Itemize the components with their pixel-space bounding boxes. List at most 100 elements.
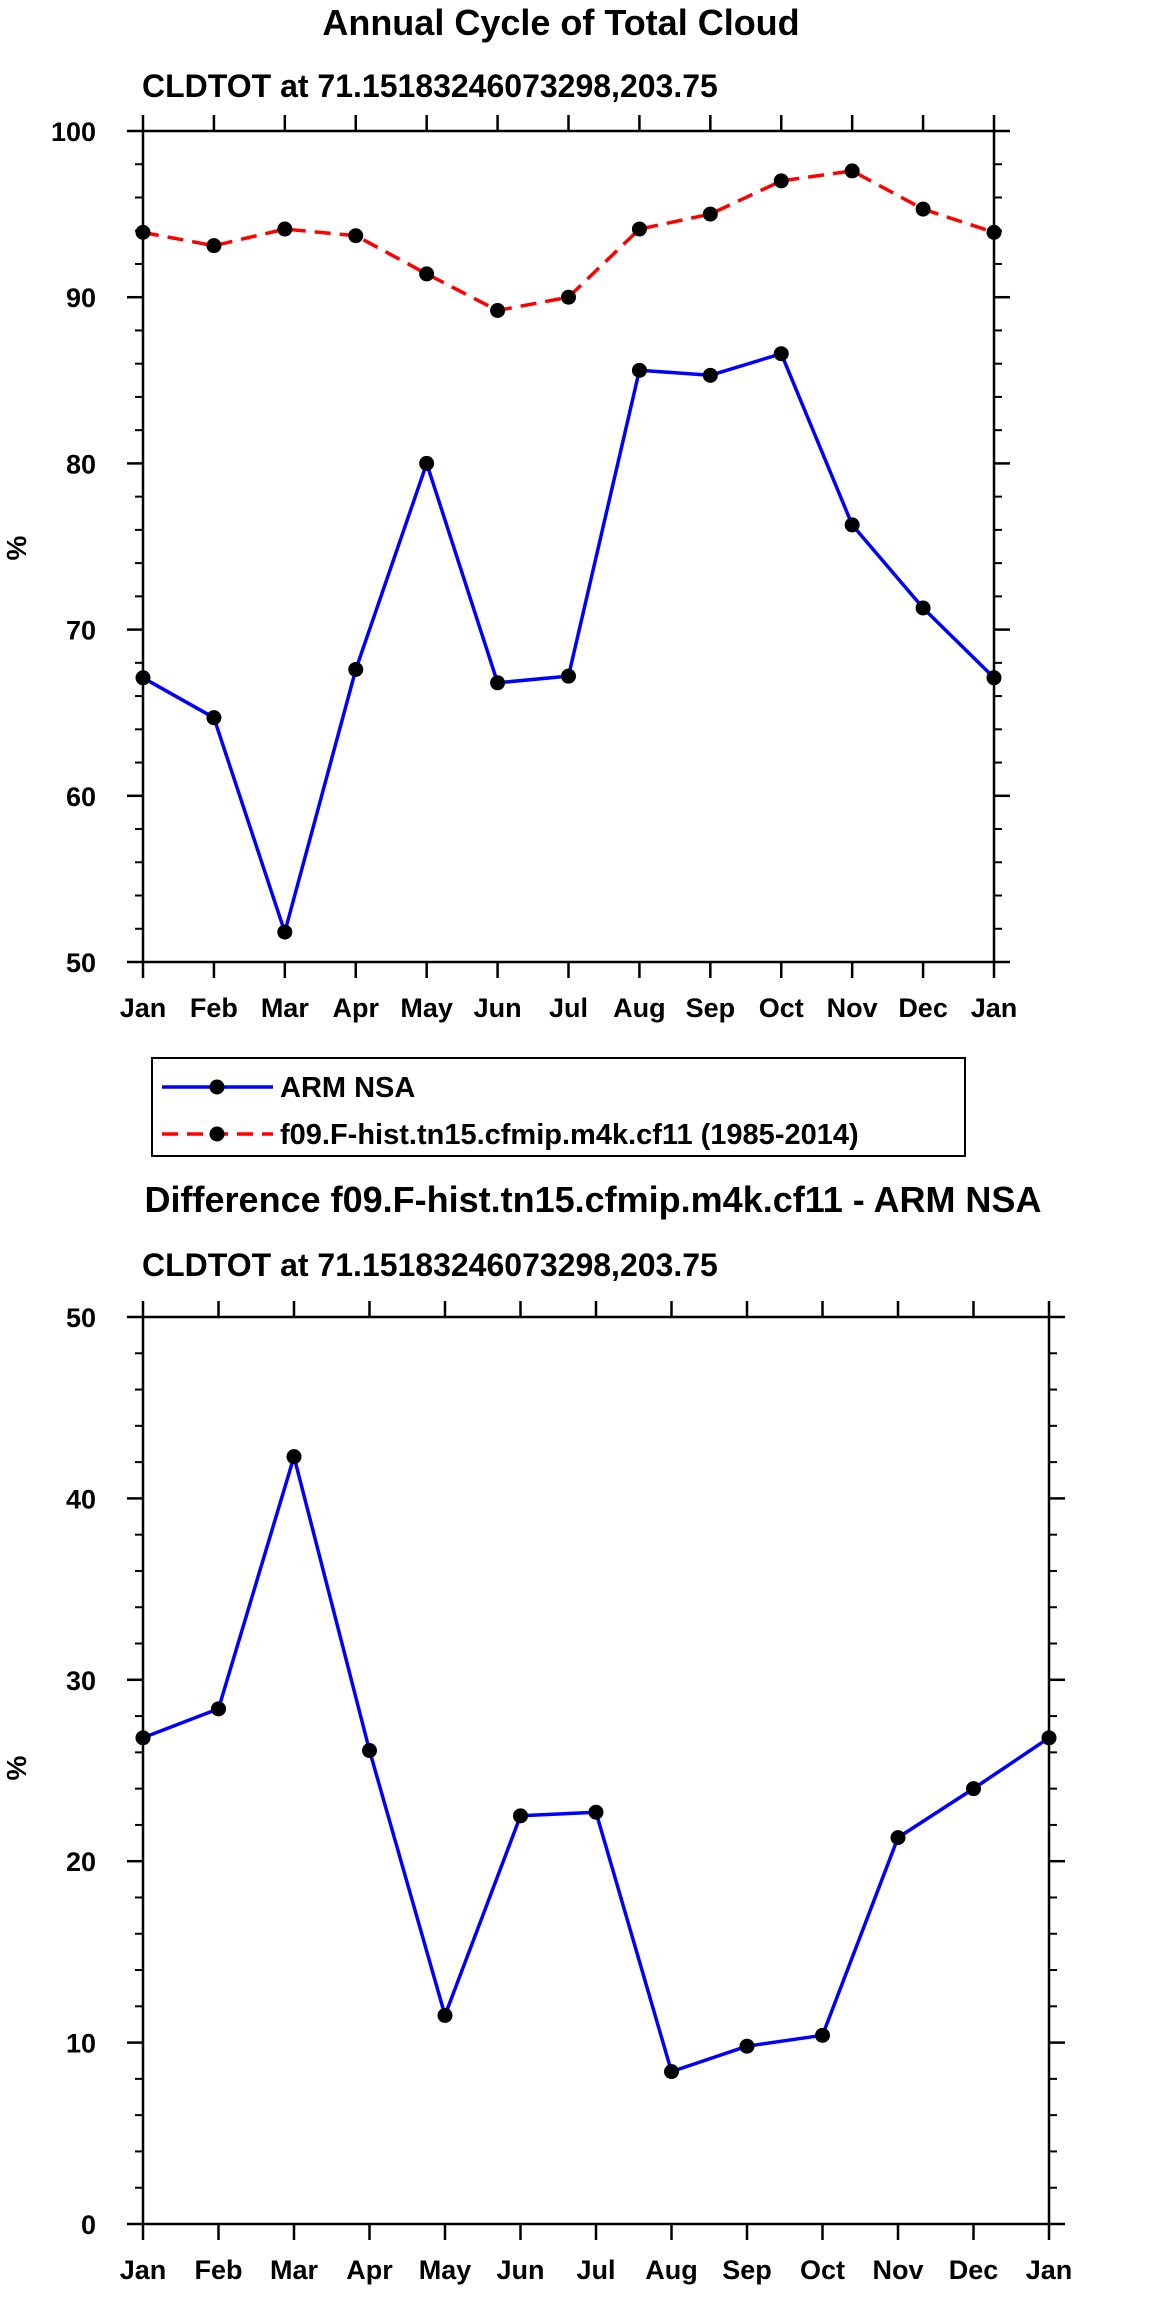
chart1-series-0-point bbox=[135, 670, 151, 686]
chart2-x-tick-label: Oct bbox=[800, 2255, 845, 2285]
chart1-series-1-point bbox=[702, 206, 718, 222]
chart-annual-cycle: Annual Cycle of Total Cloud CLDTOT at 71… bbox=[1, 2, 1017, 1023]
chart1-series-0-point bbox=[986, 670, 1002, 686]
chart1-x-tick-label: Feb bbox=[190, 993, 238, 1023]
chart2-x-tick-label: Jan bbox=[1026, 2255, 1073, 2285]
chart2-x-tick-label: Nov bbox=[872, 2255, 923, 2285]
chart2-y-tick-label: 0 bbox=[81, 2210, 96, 2240]
chart1-x-tick-label: Mar bbox=[261, 993, 310, 1023]
chart2-series-0-point bbox=[286, 1449, 302, 1465]
chart2-subtitle: CLDTOT at 71.15183246073298,203.75 bbox=[142, 1247, 718, 1283]
chart1-series-1-point bbox=[348, 228, 364, 244]
chart2-y-tick-label: 40 bbox=[66, 1484, 96, 1514]
chart2-series-0-point bbox=[815, 2027, 830, 2043]
chart1-series-1-point bbox=[773, 173, 789, 189]
chart2-x-tick-label: Dec bbox=[949, 2255, 999, 2285]
legend: ARM NSA f09.F-hist.tn15.cfmip.m4k.cf11 (… bbox=[151, 1057, 966, 1157]
chart1-series bbox=[135, 163, 1002, 940]
chart1-series-0-point bbox=[206, 710, 222, 726]
chart1-series-0-point bbox=[277, 924, 293, 940]
legend-label-arm-nsa: ARM NSA bbox=[280, 1072, 415, 1104]
chart1-series-1-point bbox=[206, 238, 222, 254]
chart1-y-tick-label: 70 bbox=[66, 616, 96, 646]
chart2-series-0-point bbox=[966, 1781, 981, 1797]
chart1-series-1-point bbox=[986, 224, 1002, 240]
chart2-x-tick-label: Sep bbox=[722, 2255, 772, 2285]
chart-difference: Difference f09.F-hist.tn15.cfmip.m4k.cf1… bbox=[1, 1179, 1072, 2285]
chart2-y-tick-label: 30 bbox=[66, 1666, 96, 1696]
chart1-series-1-point bbox=[419, 266, 435, 282]
chart1-x-tick-label: Apr bbox=[333, 993, 380, 1023]
chart2-x-tick-label: Aug bbox=[645, 2255, 697, 2285]
chart1-x-tick-label: Jan bbox=[120, 993, 167, 1023]
chart1-series-0-point bbox=[490, 675, 506, 691]
chart1-axes: 50 60 70 80 90 100 Jan Feb Mar Apr May Jun Jul Aug Sep… bbox=[51, 115, 1017, 1023]
chart1-y-tick-label: 60 bbox=[66, 782, 96, 812]
chart2-x-tick-label: Jun bbox=[496, 2255, 544, 2285]
chart1-series-0-point bbox=[773, 346, 789, 362]
chart1-series-0-point bbox=[348, 661, 364, 677]
legend-marker-model bbox=[209, 1126, 225, 1142]
chart2-series-0-point bbox=[890, 1830, 906, 1846]
chart1-series-0-point bbox=[419, 455, 435, 471]
chart1-series-0-point bbox=[844, 517, 860, 533]
chart2-series-0-point bbox=[739, 2038, 755, 2054]
chart2-series bbox=[135, 1449, 1057, 2080]
legend-marker-arm-nsa bbox=[209, 1079, 225, 1095]
chart2-y-tick-label: 50 bbox=[66, 1303, 96, 1333]
chart1-y-tick-label: 90 bbox=[66, 283, 96, 313]
chart1-x-tick-label: Jul bbox=[549, 993, 588, 1023]
chart2-y-axis-label: % bbox=[1, 1755, 32, 1780]
chart1-plot-frame bbox=[141, 129, 996, 964]
chart2-series-0-point bbox=[211, 1701, 226, 1717]
chart1-series-1-point bbox=[844, 163, 860, 179]
chart1-x-tick-label: Nov bbox=[827, 993, 878, 1023]
chart2-x-tick-label: Mar bbox=[270, 2255, 319, 2285]
chart2-x-tick-label: Jul bbox=[576, 2255, 615, 2285]
chart2-x-tick-label: Apr bbox=[346, 2255, 393, 2285]
chart1-y-tick-label: 100 bbox=[51, 117, 96, 147]
chart2-series-0-point bbox=[1041, 1730, 1057, 1746]
chart1-y-axis-label: % bbox=[1, 535, 32, 560]
chart2-series-0-point bbox=[664, 2064, 679, 2080]
chart2-title: Difference f09.F-hist.tn15.cfmip.m4k.cf1… bbox=[145, 1179, 1042, 1220]
chart2-series-0-point bbox=[513, 1808, 528, 1824]
chart1-x-tick-label: Sep bbox=[686, 993, 736, 1023]
chart1-title: Annual Cycle of Total Cloud bbox=[322, 2, 799, 43]
chart1-series-0-point bbox=[631, 362, 647, 378]
chart1-series-0-point bbox=[561, 668, 576, 684]
chart1-series-1-point bbox=[277, 221, 293, 237]
chart1-x-tick-label: Jan bbox=[971, 993, 1018, 1023]
chart1-series-line-1 bbox=[142, 169, 995, 313]
chart2-series-0-point bbox=[135, 1730, 151, 1746]
chart2-series-0-point bbox=[588, 1804, 604, 1820]
chart1-series-1-point bbox=[135, 224, 151, 240]
chart1-series-1-point bbox=[915, 201, 931, 217]
chart1-subtitle: CLDTOT at 71.15183246073298,203.75 bbox=[142, 68, 718, 104]
chart1-y-tick-label: 50 bbox=[66, 948, 96, 978]
chart1-series-0-point bbox=[915, 600, 931, 616]
chart2-x-tick-label: Jan bbox=[120, 2255, 167, 2285]
chart1-x-tick-label: Aug bbox=[613, 993, 665, 1023]
legend-label-model: f09.F-hist.tn15.cfmip.m4k.cf11 (1985-201… bbox=[280, 1119, 859, 1151]
chart2-x-tick-label: May bbox=[419, 2255, 472, 2285]
chart1-x-tick-label: Dec bbox=[898, 993, 948, 1023]
chart2-series-0-point bbox=[362, 1743, 377, 1759]
chart1-series-1-point bbox=[631, 221, 647, 237]
chart1-x-tick-label: Jun bbox=[474, 993, 522, 1023]
chart2-series-line-0 bbox=[142, 1454, 1050, 2074]
chart2-axes: 0 10 20 30 40 50 Jan Feb Mar Apr May Jun Jul Aug Sep Oc… bbox=[66, 1301, 1072, 2285]
legend-box bbox=[151, 1057, 966, 1157]
chart1-y-tick-label: 80 bbox=[66, 449, 96, 479]
chart1-series-line-0 bbox=[142, 351, 996, 934]
chart1-x-tick-label: May bbox=[400, 993, 453, 1023]
chart2-y-tick-label: 20 bbox=[66, 1847, 96, 1877]
chart2-plot-frame bbox=[141, 1315, 1051, 2226]
chart1-series-0-point bbox=[702, 367, 718, 383]
chart2-x-tick-label: Feb bbox=[194, 2255, 242, 2285]
chart1-x-tick-label: Oct bbox=[759, 993, 804, 1023]
chart1-series-1-point bbox=[490, 302, 506, 318]
chart2-y-tick-label: 10 bbox=[66, 2029, 96, 2059]
chart1-series-1-point bbox=[561, 289, 576, 305]
